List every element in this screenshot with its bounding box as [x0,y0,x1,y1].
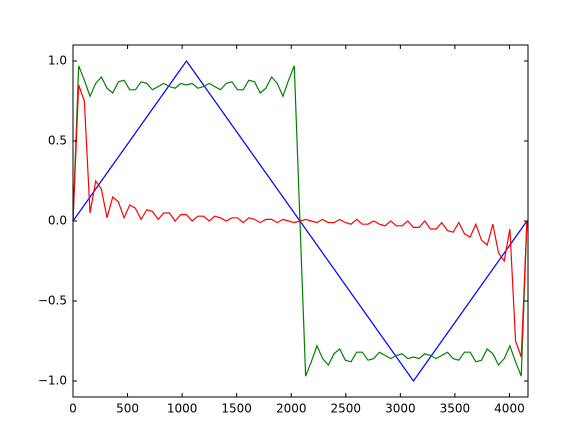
x-tick-label: 2500 [331,402,362,416]
x-tick-label: 2000 [276,402,307,416]
y-tick-label: −0.5 [38,294,67,308]
x-tick-label: 3000 [385,402,416,416]
y-tick-label: 0.0 [48,214,67,228]
x-tick-label: 1000 [167,402,198,416]
x-tick-label: 0 [69,402,77,416]
x-tick-label: 4000 [494,402,525,416]
x-tick-label: 500 [116,402,139,416]
series-line [72,84,528,358]
y-tick-label: 1.0 [48,54,67,68]
y-tick-label: −1.0 [38,374,67,388]
y-tick-label: 0.5 [48,134,67,148]
x-tick-label: 1500 [221,402,252,416]
x-tick-label: 3500 [440,402,471,416]
